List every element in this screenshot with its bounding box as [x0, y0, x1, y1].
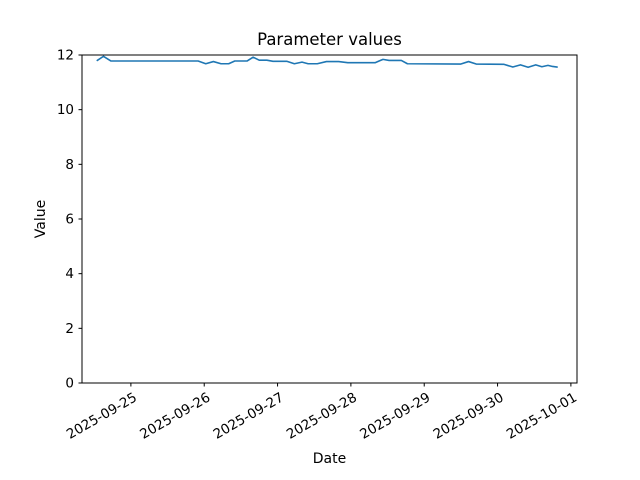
x-tick-label: 2025-09-30 [431, 390, 507, 443]
y-tick-label: 0 [65, 376, 74, 392]
y-axis-ticks: 0 2 4 6 8 10 12 [57, 48, 82, 392]
y-tick-label: 12 [57, 48, 74, 64]
x-tick-label: 2025-09-25 [64, 390, 140, 443]
x-tick-label: 2025-09-29 [357, 390, 433, 443]
x-tick-label: 2025-09-26 [137, 390, 213, 443]
y-tick-label: 10 [57, 102, 74, 118]
x-axis-ticks: 2025-09-252025-09-262025-09-272025-09-28… [64, 383, 580, 443]
y-axis-label: Value [33, 200, 49, 238]
plot-border [81, 54, 578, 384]
y-tick-label: 8 [65, 157, 74, 173]
x-tick-label: 2025-09-27 [211, 390, 287, 443]
y-tick-label: 4 [65, 266, 74, 282]
series-group [96, 55, 558, 69]
x-tick-label: 2025-10-01 [504, 390, 580, 443]
chart-title: Parameter values [257, 30, 402, 49]
y-tick-label: 6 [65, 212, 74, 228]
x-axis-label: Date [313, 451, 346, 467]
x-tick-label: 2025-09-28 [284, 390, 360, 443]
series-line [96, 55, 558, 69]
y-tick-label: 2 [65, 321, 74, 337]
